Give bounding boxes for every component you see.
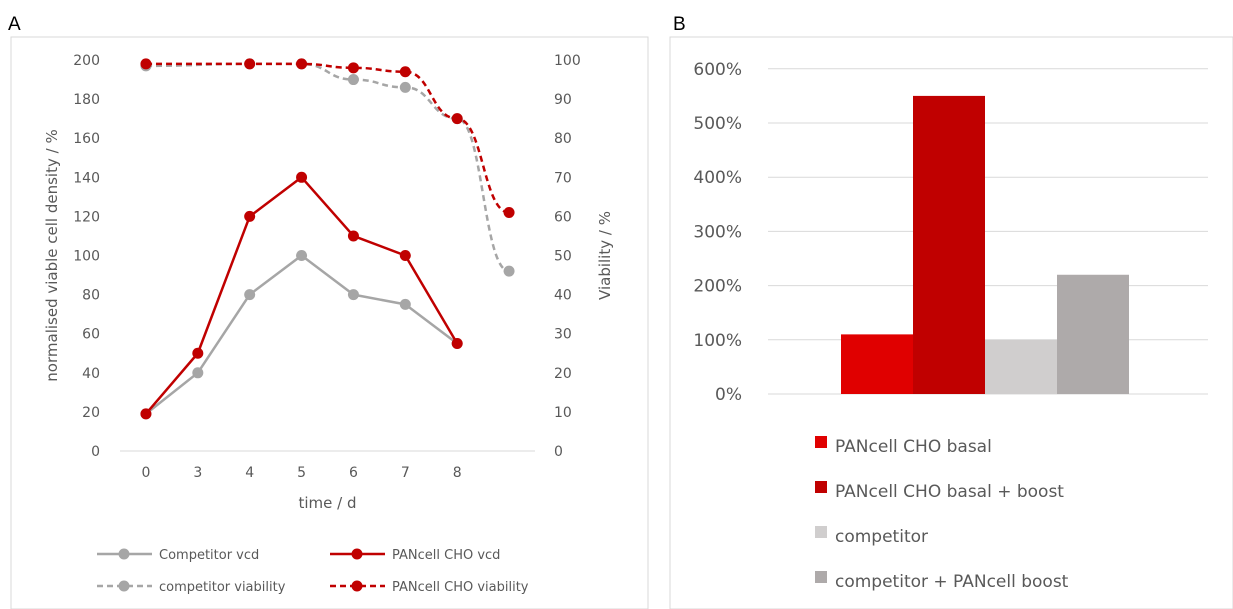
y-tick-label: 0%	[715, 385, 742, 405]
y-tick-label: 600%	[693, 60, 742, 80]
bar-1	[913, 95, 985, 395]
x-tick-label: 5	[297, 465, 306, 481]
y-tick-label: 80	[82, 288, 100, 304]
data-point-1-0	[140, 408, 152, 420]
data-point-3-4	[347, 62, 359, 74]
x-axis-title: time / d	[298, 494, 356, 512]
y-tick-label: 200	[73, 53, 100, 69]
legend-marker-0	[118, 548, 130, 560]
y-tick-label: 100	[73, 249, 100, 265]
data-point-2-5	[399, 81, 411, 93]
data-point-0-5	[399, 298, 411, 310]
y-tick-label: 60	[82, 327, 100, 343]
x-tick-label: 3	[193, 465, 202, 481]
data-point-3-5	[399, 66, 411, 78]
panel-a-label: A	[8, 14, 21, 35]
y-tick-label: 100%	[693, 331, 742, 351]
legend-label: competitor + PANcell boost	[835, 572, 1069, 592]
legend-label: PANcell CHO basal + boost	[835, 482, 1064, 502]
data-point-3-3	[296, 58, 308, 70]
legend-marker-1	[351, 548, 363, 560]
data-point-0-3	[296, 250, 308, 261]
y-axis-title: normalised viable cell density / %	[43, 129, 61, 381]
x-tick-label: 7	[401, 465, 410, 481]
chart-a: 0204060801001201401601802000102030405060…	[43, 53, 614, 595]
bar-3	[1057, 274, 1129, 394]
y2-tick-label: 10	[554, 405, 572, 421]
y2-tick-label: 0	[554, 444, 563, 460]
data-point-2-4	[347, 74, 359, 86]
x-tick-label: 8	[453, 465, 462, 481]
bar-0	[841, 334, 913, 394]
y2-tick-label: 60	[554, 209, 572, 225]
legend-swatch-0	[815, 436, 827, 448]
y-tick-label: 180	[73, 92, 100, 108]
data-point-1-3	[296, 171, 308, 183]
data-point-1-5	[399, 250, 411, 261]
data-point-3-0	[140, 58, 152, 70]
y-tick-label: 20	[82, 405, 100, 421]
legend-label: competitor viability	[159, 580, 286, 595]
panel-b-label: B	[673, 14, 686, 35]
y2-tick-label: 40	[554, 288, 572, 304]
legend-swatch-2	[815, 526, 827, 538]
data-point-2-7	[503, 265, 515, 277]
legend-marker-2	[118, 580, 130, 592]
y-tick-label: 500%	[693, 114, 742, 134]
y2-tick-label: 50	[554, 249, 572, 265]
x-tick-label: 4	[245, 465, 254, 481]
bar-2	[985, 339, 1057, 394]
legend-swatch-3	[815, 571, 827, 583]
data-point-3-7	[503, 206, 515, 218]
legend-label: PANcell CHO basal	[835, 437, 992, 457]
y2-tick-label: 100	[554, 53, 581, 69]
y2-tick-label: 70	[554, 170, 572, 186]
legend-label: PANcell CHO viability	[392, 580, 529, 595]
legend-label: competitor	[835, 527, 928, 547]
legend-marker-3	[351, 580, 363, 592]
legend-label: PANcell CHO vcd	[392, 548, 500, 563]
data-point-0-2	[244, 289, 256, 301]
y2-tick-label: 20	[554, 366, 572, 382]
data-point-1-4	[347, 230, 359, 242]
data-point-1-1	[192, 347, 204, 359]
data-point-1-2	[244, 210, 256, 222]
data-point-3-2	[244, 58, 256, 70]
data-point-0-1	[192, 367, 204, 379]
y-tick-label: 300%	[693, 222, 742, 242]
x-tick-label: 0	[141, 465, 150, 481]
legend-label: Competitor vcd	[159, 548, 259, 563]
x-tick-label: 6	[349, 465, 358, 481]
y-tick-label: 120	[73, 209, 100, 225]
legend-swatch-1	[815, 481, 827, 493]
chart-b: 0% 100% 200% 300% 400% 500% 600% PANcell CHO ba…	[693, 60, 1208, 592]
y-tick-label: 400%	[693, 168, 742, 188]
data-point-0-4	[347, 289, 359, 301]
y2-tick-label: 30	[554, 327, 572, 343]
y-tick-label: 0	[91, 444, 100, 460]
y-tick-label: 200%	[693, 277, 742, 297]
y-tick-label: 40	[82, 366, 100, 382]
y-tick-label: 140	[73, 170, 100, 186]
y2-tick-label: 90	[554, 92, 572, 108]
y-tick-label: 160	[73, 131, 100, 147]
chart-a-frame	[10, 36, 649, 609]
data-point-1-6	[451, 337, 463, 349]
y2-axis-title: Viability / %	[596, 211, 614, 300]
data-point-3-6	[451, 113, 463, 125]
y2-tick-label: 80	[554, 131, 572, 147]
